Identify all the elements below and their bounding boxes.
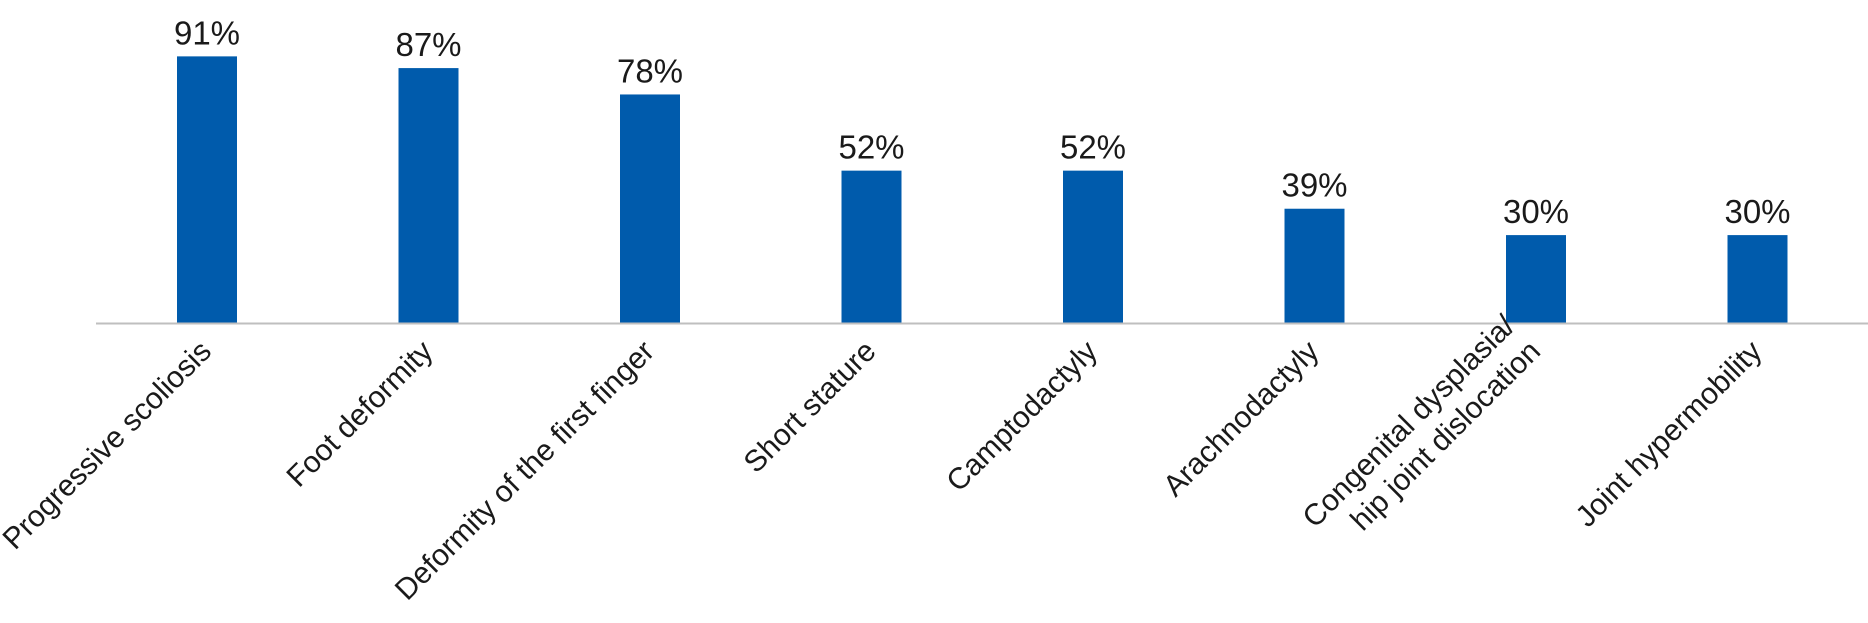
value-label: 39%	[1281, 167, 1347, 204]
category-label: Short stature	[738, 335, 883, 480]
category-label-line: Camptodactyly	[940, 335, 1104, 499]
bar	[1727, 235, 1788, 323]
category-label: Camptodactyly	[940, 335, 1104, 499]
bar	[177, 56, 237, 324]
category-label: Congenital dysplasia/hip joint dislocati…	[1297, 309, 1547, 538]
category-label: Progressive scoliosis	[0, 335, 218, 556]
value-label: 30%	[1503, 193, 1569, 230]
category-label: Foot deformity	[281, 335, 440, 494]
category-label-line: Deformity of the first finger	[389, 335, 661, 607]
bar	[1506, 235, 1566, 323]
bar	[841, 170, 902, 323]
category-label: Joint hypermobility	[1569, 335, 1768, 534]
bar	[620, 94, 680, 324]
bars-group	[177, 56, 1788, 324]
category-label-line: Joint hypermobility	[1569, 335, 1768, 534]
value-label: 91%	[174, 14, 240, 51]
category-labels-group: Progressive scoliosis Foot deformityDefor…	[0, 309, 1768, 607]
category-label-line: Congenital dysplasia/	[1297, 309, 1522, 534]
category-label-line: Arachnodactyly	[1157, 335, 1325, 503]
category-label: Arachnodactyly	[1157, 335, 1325, 503]
value-label: 52%	[1060, 129, 1126, 166]
bar	[1063, 170, 1123, 323]
category-label-line: Short stature	[738, 335, 883, 480]
category-label-line: Progressive scoliosis	[0, 335, 218, 556]
bar	[398, 68, 459, 323]
bar	[1284, 208, 1345, 323]
value-label: 30%	[1724, 193, 1790, 230]
category-label-line: Foot deformity	[281, 335, 440, 494]
value-label: 52%	[838, 129, 904, 166]
value-label: 78%	[617, 52, 683, 89]
category-label: Deformity of the first finger	[389, 335, 661, 607]
value-label: 87%	[395, 26, 461, 63]
value-labels-group: 91% 87% 78% 52% 52% 39% 30% 30%	[174, 14, 1791, 230]
